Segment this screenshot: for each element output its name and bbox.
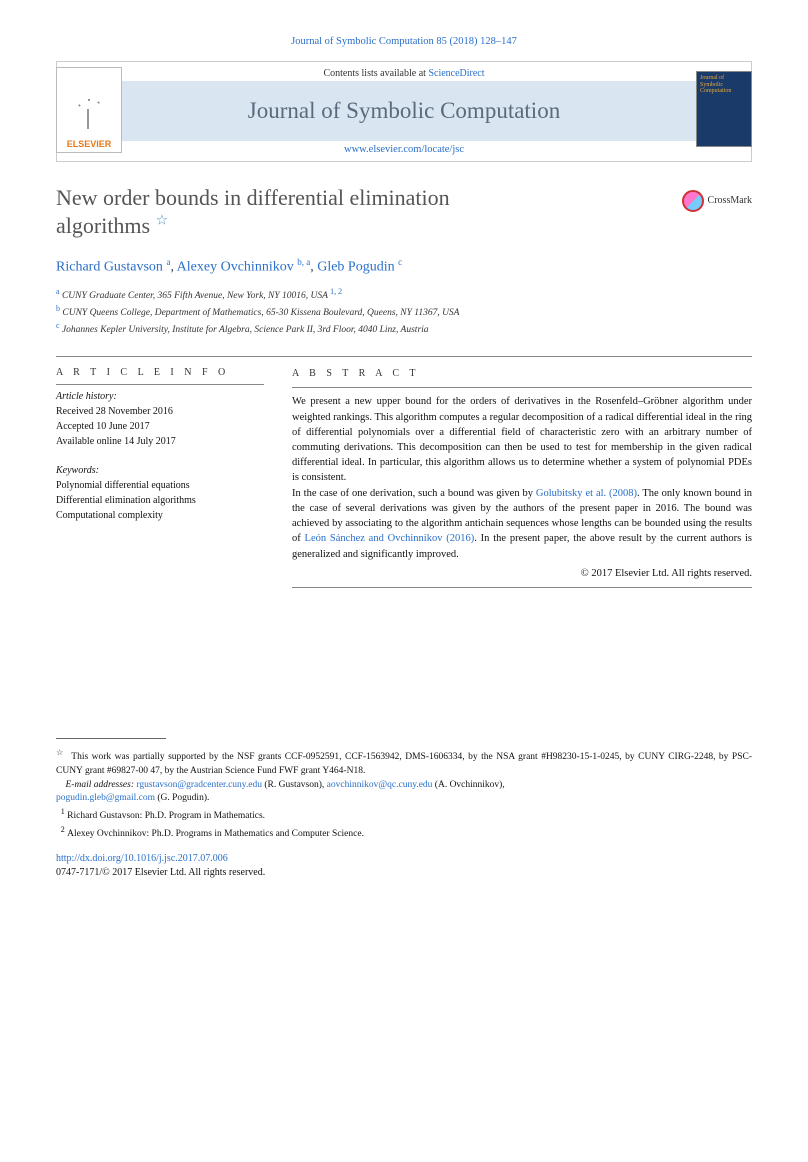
- doi-block: http://dx.doi.org/10.1016/j.jsc.2017.07.…: [56, 852, 752, 880]
- elsevier-label: ELSEVIER: [67, 139, 112, 149]
- article-history: Article history: Received 28 November 20…: [56, 385, 264, 449]
- online-date: Available online 14 July 2017: [56, 436, 176, 447]
- author-1[interactable]: Richard Gustavson: [56, 260, 163, 275]
- keyword-1: Polynomial differential equations: [56, 480, 190, 491]
- affiliation-b: CUNY Queens College, Department of Mathe…: [62, 308, 459, 318]
- keyword-2: Differential elimination algorithms: [56, 495, 196, 506]
- footnote-1: Richard Gustavson: Ph.D. Program in Math…: [67, 811, 265, 821]
- header-citation: Journal of Symbolic Computation 85 (2018…: [56, 36, 752, 47]
- affiliations: a CUNY Graduate Center, 365 Fifth Avenue…: [56, 286, 752, 338]
- affiliation-c: Johannes Kepler University, Institute fo…: [62, 326, 429, 336]
- authors-line: Richard Gustavson a, Alexey Ovchinnikov …: [56, 257, 752, 276]
- accepted-date: Accepted 10 June 2017: [56, 421, 150, 432]
- abstract-para2: In the case of one derivation, such a bo…: [292, 486, 752, 562]
- cover-text: Journal of Symbolic Computation: [700, 75, 731, 94]
- info-abstract-row: A R T I C L E I N F O Article history: R…: [56, 367, 752, 588]
- author-1-aff: a: [166, 257, 170, 267]
- email-label: E-mail addresses:: [66, 780, 135, 790]
- issn-line: 0747-7171/© 2017 Elsevier Ltd. All right…: [56, 867, 265, 878]
- elsevier-tree-icon: [65, 83, 113, 139]
- crossmark-icon: [682, 190, 704, 212]
- affiliation-a-extra: 1, 2: [330, 287, 342, 296]
- citation-golubitsky[interactable]: Golubitsky et al. (2008): [536, 488, 637, 499]
- abstract-copyright: © 2017 Elsevier Ltd. All rights reserved…: [292, 566, 752, 581]
- journal-banner: Contents lists available at ScienceDirec…: [56, 61, 752, 162]
- journal-title: Journal of Symbolic Computation: [57, 98, 751, 124]
- author-2-aff: b, a: [297, 257, 310, 267]
- banner-main: ELSEVIER Journal of Symbolic Computation…: [57, 81, 751, 141]
- email-1[interactable]: rgustavson@gradcenter.cuny.edu: [136, 780, 262, 790]
- sciencedirect-link[interactable]: ScienceDirect: [428, 68, 484, 79]
- email-2[interactable]: aovchinnikov@qc.cuny.edu: [327, 780, 433, 790]
- footnotes: ☆ This work was partially supported by t…: [56, 747, 752, 842]
- abstract-column: A B S T R A C T We present a new upper b…: [292, 367, 752, 588]
- title-line1: New order bounds in differential elimina…: [56, 185, 450, 210]
- author-3-aff: c: [398, 257, 402, 267]
- elsevier-logo: ELSEVIER: [56, 67, 122, 153]
- paper-title: New order bounds in differential elimina…: [56, 184, 752, 239]
- history-label: Article history:: [56, 391, 117, 402]
- contents-line: Contents lists available at ScienceDirec…: [57, 62, 751, 81]
- author-3[interactable]: Gleb Pogudin: [317, 260, 394, 275]
- article-info-column: A R T I C L E I N F O Article history: R…: [56, 367, 264, 588]
- article-info-heading: A R T I C L E I N F O: [56, 367, 264, 378]
- star-footnote-marker: ☆: [56, 748, 64, 757]
- citation-leon-sanchez[interactable]: León Sánchez and Ovchinnikov (2016): [305, 533, 475, 544]
- affiliation-a: CUNY Graduate Center, 365 Fifth Avenue, …: [62, 291, 328, 301]
- abstract-p2-before: In the case of one derivation, such a bo…: [292, 488, 536, 499]
- footnote-2: Alexey Ovchinnikov: Ph.D. Programs in Ma…: [67, 829, 364, 839]
- header-citation-link[interactable]: Journal of Symbolic Computation 85 (2018…: [291, 36, 517, 47]
- funding-star-icon: ☆: [156, 213, 169, 228]
- author-2[interactable]: Alexey Ovchinnikov: [177, 260, 294, 275]
- funding-footnote: This work was partially supported by the…: [56, 752, 752, 776]
- doi-link[interactable]: http://dx.doi.org/10.1016/j.jsc.2017.07.…: [56, 853, 228, 864]
- journal-url-link[interactable]: www.elsevier.com/locate/jsc: [344, 144, 464, 155]
- keyword-3: Computational complexity: [56, 510, 163, 521]
- title-line2: algorithms: [56, 213, 150, 238]
- email-3-who: (G. Pogudin).: [155, 793, 209, 803]
- contents-prefix: Contents lists available at: [323, 68, 425, 79]
- crossmark-label: CrossMark: [708, 195, 752, 208]
- keywords-label: Keywords:: [56, 465, 99, 476]
- crossmark-badge[interactable]: CrossMark: [682, 190, 752, 212]
- email-3[interactable]: pogudin.gleb@gmail.com: [56, 793, 155, 803]
- journal-url-row: www.elsevier.com/locate/jsc: [57, 141, 751, 161]
- received-date: Received 28 November 2016: [56, 406, 173, 417]
- footnote-rule: [56, 738, 166, 739]
- email-1-who: (R. Gustavson),: [262, 780, 327, 790]
- divider-top: [56, 356, 752, 357]
- abstract-para1: We present a new upper bound for the ord…: [292, 394, 752, 485]
- keywords-block: Keywords: Polynomial differential equati…: [56, 463, 264, 523]
- abstract-heading: A B S T R A C T: [292, 367, 752, 382]
- email-2-who: (A. Ovchinnikov),: [432, 780, 504, 790]
- journal-cover-thumbnail: Journal of Symbolic Computation: [696, 71, 752, 147]
